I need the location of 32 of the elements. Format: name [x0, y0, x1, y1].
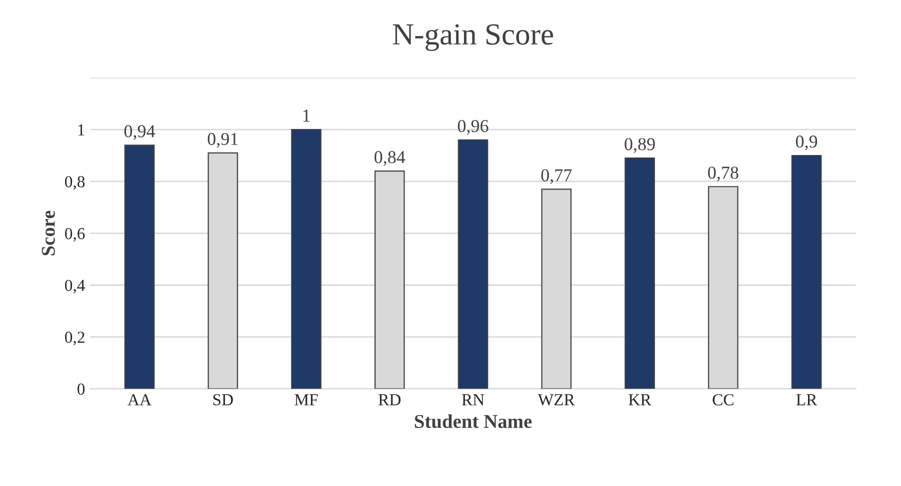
data-label: 0,96	[458, 120, 488, 135]
x-tick-label: MF	[294, 394, 318, 406]
x-tick-label: WZR	[538, 394, 575, 406]
data-label: 0,9	[796, 136, 818, 150]
y-tick-label: 0,4	[65, 280, 85, 294]
x-tick-label: RN	[462, 394, 484, 406]
data-label: 0,91	[208, 132, 238, 148]
x-tick-label: SD	[213, 394, 233, 406]
data-label: 0,94	[124, 125, 156, 140]
x-axis-title: Student Name	[414, 414, 532, 428]
bar	[291, 129, 322, 389]
data-label: 0,77	[541, 169, 572, 184]
x-tick-label: KR	[628, 394, 652, 406]
bar	[624, 158, 655, 389]
bar	[124, 144, 155, 389]
y-tick-label: 0,6	[65, 228, 85, 242]
data-label: 0,89	[624, 138, 655, 153]
x-tick-label: AA	[128, 394, 152, 406]
data-label: 1	[303, 110, 310, 122]
bar	[458, 139, 488, 389]
data-label: 0,78	[708, 166, 738, 182]
bar	[791, 154, 822, 389]
data-label: 0,84	[374, 151, 406, 166]
x-tick-label: CC	[712, 394, 734, 406]
x-tick-label: LR	[796, 394, 818, 406]
x-tick-label: RD	[378, 394, 401, 406]
y-tick-label: 0,2	[65, 332, 84, 346]
y-tick-label: 1	[78, 124, 84, 136]
y-tick-label: 0,8	[65, 176, 85, 190]
y-axis-title: Score	[42, 210, 55, 256]
y-tick-label: 0	[78, 384, 85, 395]
chart-title: N-gain Score	[392, 24, 553, 52]
